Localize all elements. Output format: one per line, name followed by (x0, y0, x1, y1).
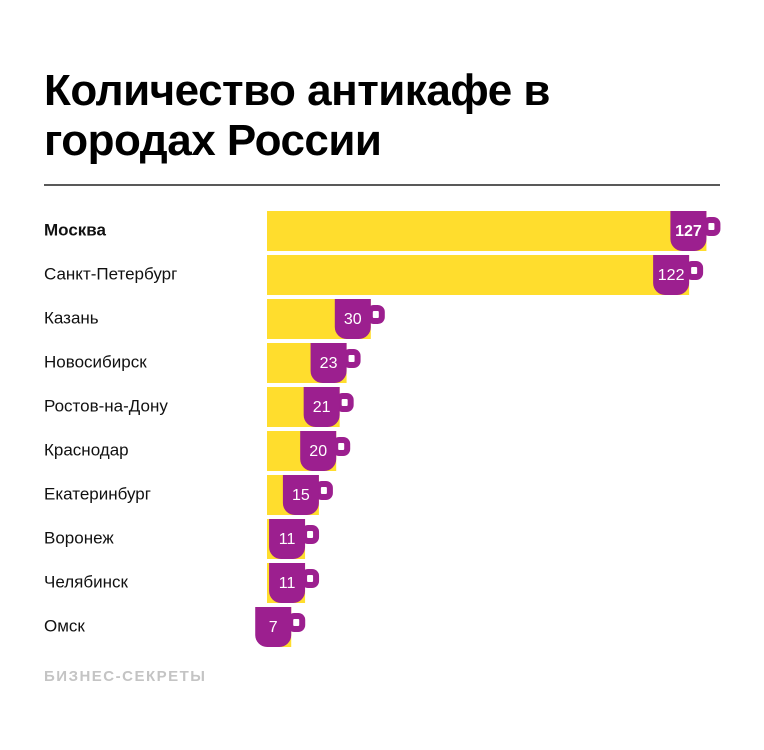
mug-handle-hole (708, 223, 715, 230)
category-label: Екатеринбург (44, 484, 151, 503)
bar (267, 255, 690, 295)
value-label: 127 (675, 223, 702, 240)
category-label: Москва (44, 220, 107, 239)
category-label: Санкт-Петербург (44, 264, 177, 283)
mug-handle-hole (307, 575, 314, 582)
category-label: Казань (44, 308, 99, 327)
value-label: 15 (292, 487, 310, 504)
mug (269, 519, 306, 559)
mug (653, 255, 690, 295)
category-label: Новосибирск (44, 352, 147, 371)
value-label: 23 (320, 355, 338, 372)
value-label: 11 (279, 531, 296, 548)
mug-handle-hole (338, 443, 345, 450)
mug-handle-hole (372, 311, 379, 318)
chart-title: Количество антикафе в городах России (44, 66, 550, 165)
value-label: 11 (279, 575, 296, 592)
category-label: Омск (44, 616, 85, 635)
mug (255, 607, 292, 647)
mug (303, 387, 340, 427)
bar (267, 211, 707, 251)
mug-handle-hole (320, 487, 327, 494)
mug (269, 563, 306, 603)
category-label: Ростов-на-Дону (44, 396, 168, 415)
mug-handle-hole (293, 619, 300, 626)
category-label: Воронеж (44, 528, 114, 547)
mug (670, 211, 707, 251)
value-label: 20 (309, 443, 327, 460)
value-label: 7 (269, 619, 278, 636)
value-label: 122 (658, 267, 685, 284)
mug-handle-hole (307, 531, 314, 538)
mug (310, 343, 347, 383)
category-label: Челябинск (44, 572, 128, 591)
mug (300, 431, 337, 471)
value-label: 30 (344, 311, 362, 328)
mug-handle-hole (691, 267, 698, 274)
source: БИЗНЕС-СЕКРЕТЫ (44, 668, 206, 685)
category-label: Краснодар (44, 440, 129, 459)
value-label: 21 (313, 399, 331, 416)
mug-handle-hole (348, 355, 355, 362)
mug-handle-hole (341, 399, 348, 406)
mug (334, 299, 371, 339)
mug (282, 475, 319, 515)
